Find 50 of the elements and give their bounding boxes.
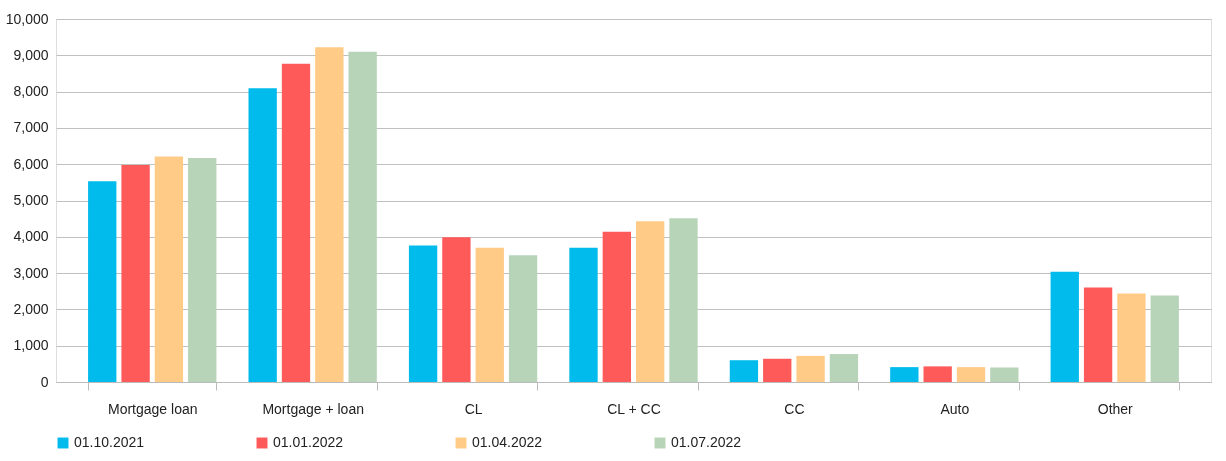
bar: [408, 245, 438, 382]
bar: [1050, 271, 1079, 382]
x-tick-label: CC: [784, 400, 805, 417]
bar: [669, 218, 698, 382]
bar: [188, 158, 217, 382]
y-tick-label: 2,000: [13, 300, 49, 317]
y-tick-label: 7,000: [13, 119, 49, 136]
bar: [442, 237, 471, 382]
y-tick-label: 6,000: [13, 155, 49, 172]
bar: [281, 63, 311, 382]
bar: [248, 88, 277, 382]
bar: [763, 358, 792, 382]
y-tick-label: 4,000: [13, 228, 49, 245]
bar: [602, 231, 631, 382]
bar: [923, 366, 952, 382]
bar: [315, 47, 344, 382]
bar: [121, 164, 150, 382]
x-tick-label: CL: [464, 400, 483, 417]
bar: [636, 221, 665, 382]
bar: [729, 360, 759, 382]
y-tick-label: 1,000: [13, 337, 49, 354]
bar: [890, 367, 919, 382]
bar: [796, 355, 825, 382]
bar: [88, 181, 117, 382]
bar: [508, 255, 538, 382]
y-tick-label: 5,000: [13, 192, 49, 208]
x-tick-label: Mortgage loan: [107, 400, 198, 417]
y-tick-label: 3,000: [13, 264, 49, 281]
x-tick-label: CL + CC: [607, 400, 661, 417]
bar: [990, 367, 1019, 382]
x-tick-label: Other: [1097, 400, 1134, 417]
bar: [1150, 295, 1179, 382]
legend-label: 01.07.2022: [671, 434, 742, 450]
x-tick-label: Mortgage + loan: [262, 400, 364, 417]
bar: [829, 354, 859, 382]
bar: [1117, 293, 1146, 382]
bar: [348, 51, 377, 382]
bar: [475, 247, 504, 382]
y-tick-label: 8,000: [13, 83, 49, 100]
bar: [1083, 287, 1113, 382]
bar: [154, 156, 184, 382]
x-tick-label: Auto: [940, 400, 970, 417]
legend-label: 01.10.2021: [74, 434, 145, 450]
bar: [569, 247, 598, 382]
y-tick-label: 9,000: [13, 46, 49, 63]
y-tick-label: 0: [40, 373, 49, 390]
legend-label: 01.01.2022: [273, 434, 344, 450]
bar: [956, 367, 986, 382]
legend-label: 01.04.2022: [472, 434, 543, 450]
y-tick-label: 10,000: [5, 10, 49, 27]
